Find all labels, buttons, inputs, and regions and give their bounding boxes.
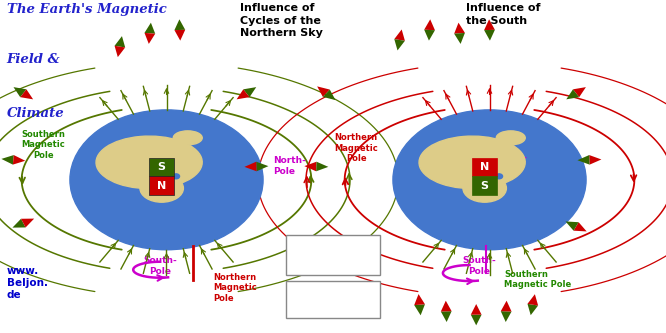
FancyBboxPatch shape <box>472 176 497 195</box>
Polygon shape <box>174 19 185 30</box>
Polygon shape <box>13 155 25 165</box>
Text: Reversed
Polarity: Reversed Polarity <box>307 283 359 305</box>
Polygon shape <box>484 19 495 30</box>
Polygon shape <box>21 218 34 227</box>
Text: North-
Pole: North- Pole <box>273 156 306 175</box>
Polygon shape <box>565 221 579 231</box>
Polygon shape <box>317 86 330 97</box>
Text: Southern
Magnetic
Pole: Southern Magnetic Pole <box>21 130 65 160</box>
Polygon shape <box>414 294 425 305</box>
Polygon shape <box>573 222 587 231</box>
FancyBboxPatch shape <box>149 158 174 176</box>
Text: S: S <box>480 180 488 191</box>
Polygon shape <box>304 162 316 171</box>
Polygon shape <box>1 155 14 165</box>
Text: South-
Pole: South- Pole <box>463 256 496 276</box>
Polygon shape <box>243 87 256 97</box>
Polygon shape <box>414 304 425 315</box>
Polygon shape <box>454 33 465 44</box>
Polygon shape <box>501 311 511 322</box>
Ellipse shape <box>496 174 503 179</box>
Polygon shape <box>394 29 405 41</box>
Ellipse shape <box>419 136 525 188</box>
Polygon shape <box>145 23 155 34</box>
Text: N: N <box>480 162 489 172</box>
Ellipse shape <box>172 174 180 179</box>
Text: Influence of
Cycles of the
Northern Sky: Influence of Cycles of the Northern Sky <box>240 3 322 38</box>
Ellipse shape <box>463 174 506 202</box>
Text: The Earth's Magnetic: The Earth's Magnetic <box>7 3 166 16</box>
Polygon shape <box>13 87 27 97</box>
Text: Field &: Field & <box>7 53 61 66</box>
Ellipse shape <box>496 131 525 145</box>
Polygon shape <box>441 301 452 312</box>
Ellipse shape <box>173 131 202 145</box>
Polygon shape <box>471 315 482 325</box>
Polygon shape <box>589 155 601 165</box>
Polygon shape <box>527 294 538 306</box>
FancyBboxPatch shape <box>286 281 380 318</box>
Text: S: S <box>157 162 165 172</box>
Text: Northern
Magnetic
Pole: Northern Magnetic Pole <box>334 134 378 163</box>
Text: Climate: Climate <box>7 107 65 120</box>
Polygon shape <box>236 89 250 99</box>
Polygon shape <box>566 89 579 99</box>
Ellipse shape <box>393 110 586 250</box>
Polygon shape <box>13 219 25 228</box>
Polygon shape <box>577 155 589 165</box>
Polygon shape <box>323 90 336 100</box>
Text: Polarity
of today: Polarity of today <box>310 236 356 258</box>
Ellipse shape <box>96 136 202 188</box>
Polygon shape <box>424 30 435 41</box>
FancyBboxPatch shape <box>149 176 174 195</box>
Polygon shape <box>454 23 465 34</box>
Text: Southern
Magnetic Pole: Southern Magnetic Pole <box>504 270 571 289</box>
FancyBboxPatch shape <box>286 235 380 275</box>
Polygon shape <box>174 30 185 41</box>
Text: Influence of
the South: Influence of the South <box>466 3 541 26</box>
FancyBboxPatch shape <box>472 158 497 176</box>
Polygon shape <box>244 162 256 171</box>
Polygon shape <box>424 19 435 30</box>
Text: www.
Beljon.
de: www. Beljon. de <box>7 266 48 300</box>
Polygon shape <box>484 30 495 41</box>
Polygon shape <box>316 162 328 171</box>
Text: North-
Pole: North- Pole <box>494 153 527 172</box>
Polygon shape <box>471 304 482 315</box>
Text: South-
Pole: South- Pole <box>143 256 176 276</box>
Polygon shape <box>115 46 125 57</box>
Polygon shape <box>115 36 125 48</box>
Text: Northern
Magnetic
Pole: Northern Magnetic Pole <box>213 273 257 303</box>
Ellipse shape <box>140 174 183 202</box>
Polygon shape <box>501 301 511 312</box>
Polygon shape <box>20 89 33 99</box>
Polygon shape <box>441 311 452 322</box>
Polygon shape <box>256 162 268 171</box>
Polygon shape <box>145 33 155 44</box>
Text: N: N <box>157 180 166 191</box>
Ellipse shape <box>70 110 263 250</box>
Polygon shape <box>573 87 586 97</box>
Polygon shape <box>527 304 538 315</box>
Polygon shape <box>394 39 405 51</box>
